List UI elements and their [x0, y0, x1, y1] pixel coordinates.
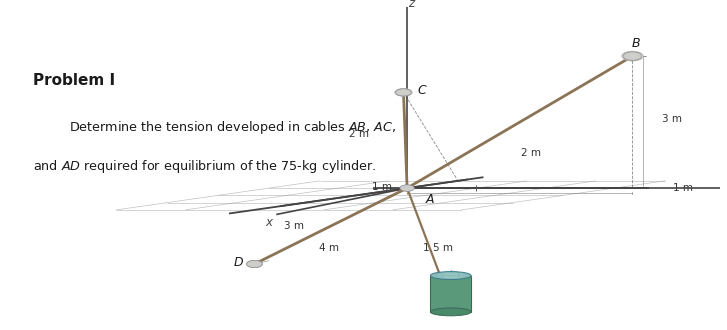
Text: x: x: [265, 216, 273, 229]
Circle shape: [250, 262, 259, 266]
Text: $B$: $B$: [631, 37, 641, 50]
Text: $A$: $A$: [425, 193, 435, 206]
Text: $D$: $D$: [233, 256, 244, 269]
Text: 3 m: 3 m: [284, 221, 304, 231]
Ellipse shape: [430, 272, 471, 280]
Circle shape: [246, 260, 262, 268]
Circle shape: [623, 52, 642, 60]
Text: 4 m: 4 m: [319, 243, 340, 253]
Circle shape: [246, 260, 262, 268]
Circle shape: [395, 89, 411, 96]
Polygon shape: [430, 276, 471, 312]
Text: 1 m: 1 m: [673, 183, 694, 193]
Text: and $AD$ required for equilibrium of the 75-kg cylinder.: and $AD$ required for equilibrium of the…: [33, 158, 377, 176]
Circle shape: [622, 51, 643, 61]
Text: 2 m: 2 m: [349, 129, 369, 139]
Text: Problem I: Problem I: [33, 73, 115, 87]
Text: 2 m: 2 m: [521, 148, 541, 158]
Text: 1.5 m: 1.5 m: [423, 243, 453, 253]
Circle shape: [400, 185, 414, 191]
Text: 1 m: 1 m: [371, 182, 392, 192]
Text: 3 m: 3 m: [662, 114, 682, 124]
Text: $C$: $C$: [417, 84, 427, 97]
Circle shape: [627, 53, 638, 59]
Text: z: z: [408, 0, 414, 10]
Text: Determine the tension developed in cables $AB$, $AC$,: Determine the tension developed in cable…: [69, 119, 396, 136]
Circle shape: [399, 90, 408, 94]
Circle shape: [395, 88, 412, 96]
Ellipse shape: [430, 308, 471, 316]
